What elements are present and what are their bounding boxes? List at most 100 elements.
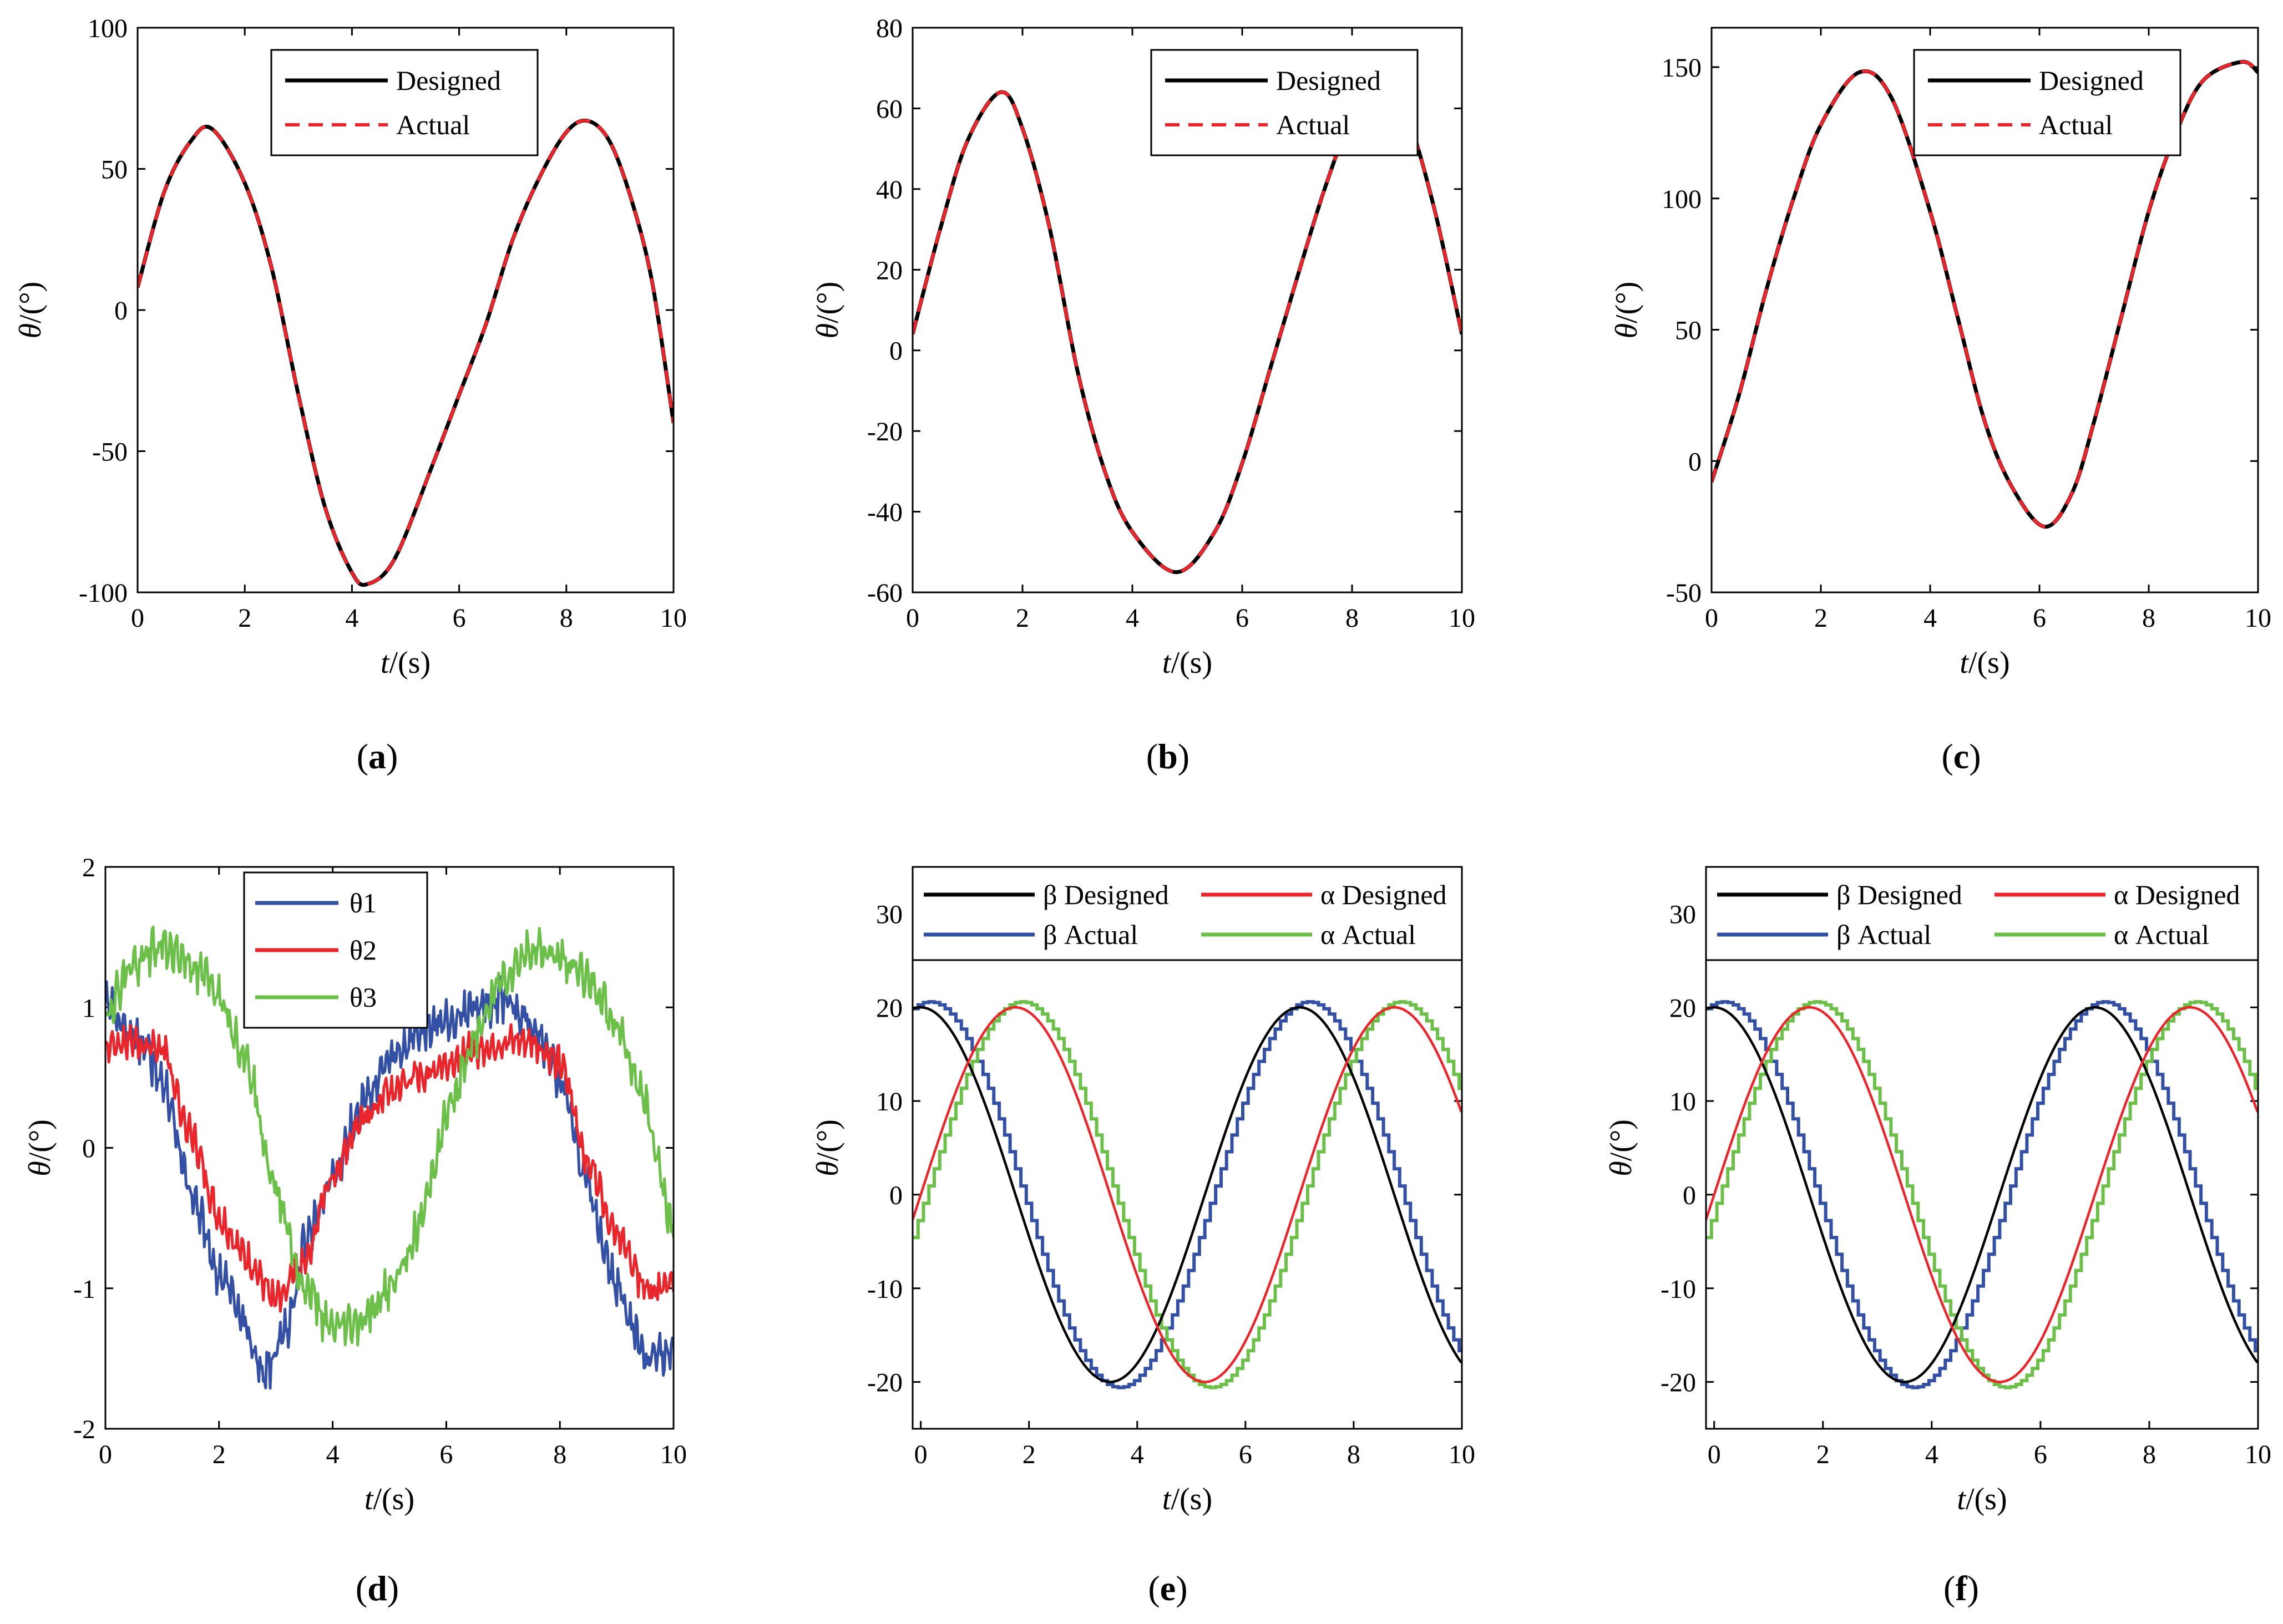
x-tick-label: 10	[660, 1440, 687, 1469]
caption-paren-close: )	[1178, 737, 1189, 776]
y-tick-label: 0	[1688, 447, 1702, 476]
x-tick-label: 6	[1239, 1440, 1252, 1469]
plot-frame	[136, 27, 675, 593]
panel-caption: (e)	[1148, 1569, 1187, 1608]
chart-panel-a: 0 2 4 6 8 10 -100 -50 0 50 100 Designed Actual t/(s) θ…	[13, 14, 687, 776]
x-tick-label: 4	[1923, 603, 1937, 633]
x-tick-label: 6	[439, 1440, 453, 1469]
y-axis-label-unit: /(°)	[811, 1119, 845, 1161]
x-tick-label: 8	[2142, 603, 2155, 633]
legend-box	[912, 866, 1463, 961]
x-tick-label: 10	[2245, 603, 2271, 633]
y-tick-label: -50	[1666, 578, 1702, 608]
x-axis-label: t/(s)	[1162, 646, 1212, 680]
x-axis-label-unit: /(s)	[1968, 646, 2010, 680]
legend-label: θ3	[350, 982, 377, 1013]
plot-area	[138, 118, 674, 587]
wave-α-designed	[913, 1006, 1462, 1383]
x-axis-label: t/(s)	[1162, 1482, 1212, 1516]
legend-label: β Designed	[1043, 879, 1169, 910]
chart-panel-f: 0 2 4 6 8 10 -20 -10 0 10 20 30 β Designed β Actual α …	[1604, 866, 2271, 1608]
x-tick-label: 6	[453, 603, 466, 633]
x-axis-label-symbol: t	[1162, 646, 1172, 680]
series-line-θ2	[105, 1023, 674, 1313]
y-axis-label-unit: /(°)	[13, 282, 48, 323]
caption-paren-open: (	[1943, 1569, 1955, 1608]
x-tick-label: 4	[1925, 1440, 1938, 1469]
legend-box	[1913, 49, 2181, 156]
x-axis-label: t/(s)	[365, 1482, 414, 1516]
legend-label: α Designed	[1320, 879, 1447, 910]
x-tick-label: 0	[914, 1440, 928, 1469]
legend: β Designed β Actual α Designed α Actual	[1705, 866, 2259, 961]
y-tick-label: -60	[867, 578, 903, 608]
y-tick-label: -20	[1661, 1368, 1696, 1398]
caption-paren-close: )	[387, 1569, 399, 1608]
caption-letter: c	[1953, 737, 1969, 776]
caption-paren-open: (	[357, 737, 368, 776]
x-tick-label: 2	[212, 1440, 226, 1469]
y-tick-label: 0	[82, 1134, 95, 1164]
caption-letter: a	[368, 737, 386, 776]
x-tick-label: 0	[99, 1440, 112, 1469]
y-axis-label: θ/(°)	[1604, 1119, 1638, 1176]
legend-label: α Actual	[2114, 919, 2209, 950]
x-tick-label: 6	[2033, 603, 2046, 633]
legend-label: Actual	[1276, 109, 1350, 140]
y-tick-label: 0	[1683, 1181, 1696, 1210]
x-axis-label-symbol: t	[365, 1482, 374, 1516]
wave-β-designed	[913, 1006, 1462, 1383]
x-tick-label: 6	[2034, 1440, 2047, 1469]
y-axis-label-symbol: θ	[1604, 1161, 1638, 1176]
y-tick-label: -1	[73, 1275, 95, 1304]
legend-label: θ1	[350, 887, 377, 918]
y-tick-label: 50	[1675, 316, 1702, 346]
series-line-actual	[138, 119, 674, 587]
x-tick-label: 10	[660, 603, 687, 633]
x-axis-label-unit: /(s)	[1171, 1482, 1212, 1516]
x-tick-label: 0	[131, 603, 144, 633]
x-tick-label: 4	[1131, 1440, 1144, 1469]
y-tick-label: -50	[92, 438, 128, 467]
y-axis-label: θ/(°)	[811, 1119, 845, 1176]
y-tick-label: -100	[79, 578, 128, 608]
x-tick-label: 6	[1236, 603, 1249, 633]
panel-caption: (d)	[356, 1569, 399, 1608]
y-tick-label: 0	[114, 296, 128, 326]
plot-frame	[104, 866, 675, 1430]
plot-area	[913, 1000, 1462, 1389]
x-tick-label: 2	[1816, 1440, 1830, 1469]
x-axis-label-symbol: t	[1960, 646, 1969, 680]
y-tick-label: 10	[1669, 1087, 1696, 1116]
x-tick-label: 2	[1016, 603, 1029, 633]
x-tick-label: 8	[2143, 1440, 2156, 1469]
caption-paren-open: (	[1941, 737, 1953, 776]
chart-panel-b: 0 2 4 6 8 10 -60 -40 -20 0 20 40 60 80 Designed Actual t…	[811, 14, 1475, 776]
legend: Designed Actual	[270, 49, 539, 156]
caption-paren-close: )	[1967, 1569, 1979, 1608]
x-axis-label-unit: /(s)	[373, 1482, 414, 1516]
legend-label: β Designed	[1836, 879, 1962, 910]
legend-box	[270, 49, 539, 156]
series-line-θ1	[105, 975, 674, 1390]
plot-area	[1706, 1000, 2258, 1389]
series-line-designed	[138, 118, 674, 587]
caption-paren-close: )	[1969, 737, 1981, 776]
legend-label: Designed	[2039, 65, 2144, 96]
y-tick-label: 80	[876, 14, 903, 43]
series-line-θ3	[105, 925, 674, 1347]
y-tick-label: 60	[876, 94, 903, 124]
legend-label: β Actual	[1836, 919, 1931, 950]
x-tick-label: 8	[1347, 1440, 1360, 1469]
legend-label: β Actual	[1043, 919, 1138, 950]
wave-α-actual	[913, 1000, 1462, 1389]
y-axis-label-symbol: θ	[811, 323, 845, 339]
y-tick-label: -20	[867, 417, 903, 446]
x-tick-label: 2	[1022, 1440, 1036, 1469]
x-tick-label: 10	[1449, 1440, 1475, 1469]
y-tick-label: 0	[889, 1181, 903, 1210]
plot-area	[1712, 60, 2258, 529]
caption-paren-open: (	[1146, 737, 1158, 776]
